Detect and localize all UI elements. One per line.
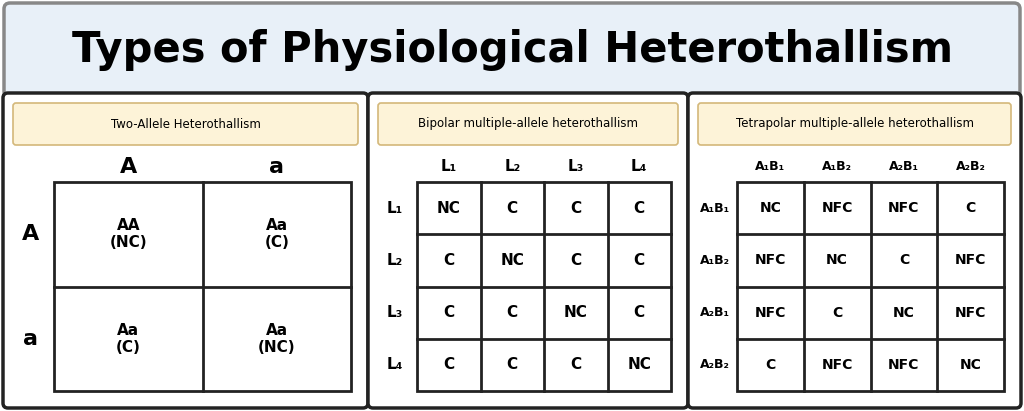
Text: NC: NC [959,358,982,372]
Text: NC: NC [893,306,914,320]
FancyBboxPatch shape [4,3,1020,97]
Text: NFC: NFC [955,306,986,320]
Text: C: C [507,358,518,372]
Text: NFC: NFC [821,201,853,215]
Text: Tetrapolar multiple-allele heterothallism: Tetrapolar multiple-allele heterothallis… [735,118,974,131]
Text: AA
(NC): AA (NC) [110,218,147,250]
Text: Types of Physiological Heterothallism: Types of Physiological Heterothallism [72,29,952,71]
Text: Aa
(C): Aa (C) [116,323,140,355]
Text: C: C [570,201,582,216]
FancyBboxPatch shape [378,103,678,145]
Text: NC: NC [564,305,588,320]
Text: NC: NC [501,253,524,268]
Text: L₄: L₄ [387,358,403,372]
FancyBboxPatch shape [3,93,368,408]
Text: C: C [634,305,645,320]
Text: C: C [570,358,582,372]
Text: NFC: NFC [888,358,920,372]
Text: A₂B₂: A₂B₂ [700,358,730,372]
Text: a: a [269,157,285,177]
Text: C: C [443,305,455,320]
Text: L₃: L₃ [387,305,403,320]
Text: Bipolar multiple-allele heterothallism: Bipolar multiple-allele heterothallism [418,118,638,131]
Text: A: A [120,157,137,177]
Text: NFC: NFC [821,358,853,372]
Text: C: C [507,305,518,320]
Text: C: C [634,201,645,216]
Text: A₂B₁: A₂B₁ [889,161,919,173]
Text: A₂B₁: A₂B₁ [700,306,730,319]
Bar [54,182,351,391]
Text: C: C [899,253,909,268]
Text: NFC: NFC [955,253,986,268]
Text: L₃: L₃ [567,159,584,175]
Text: C: C [507,201,518,216]
Text: L₂: L₂ [387,253,403,268]
Text: C: C [443,358,455,372]
Text: C: C [831,306,843,320]
FancyBboxPatch shape [698,103,1011,145]
Text: NC: NC [437,201,461,216]
Text: Two-Allele Heterothallism: Two-Allele Heterothallism [111,118,260,131]
Text: C: C [634,253,645,268]
Text: Aa
(NC): Aa (NC) [258,323,296,355]
Text: NFC: NFC [888,201,920,215]
Text: L₂: L₂ [504,159,520,175]
Bar [417,182,671,391]
Text: NFC: NFC [755,306,786,320]
Text: A: A [23,224,40,244]
Text: A₁B₁: A₁B₁ [756,161,785,173]
FancyBboxPatch shape [368,93,688,408]
Text: NC: NC [760,201,781,215]
Text: Aa
(C): Aa (C) [264,218,289,250]
FancyBboxPatch shape [688,93,1021,408]
Text: NC: NC [826,253,848,268]
Text: NC: NC [628,358,651,372]
Text: A₂B₂: A₂B₂ [955,161,985,173]
Text: C: C [765,358,775,372]
Text: C: C [570,253,582,268]
Text: L₁: L₁ [387,201,403,216]
Text: A₁B₁: A₁B₁ [700,202,730,215]
Text: L₄: L₄ [631,159,647,175]
Text: C: C [966,201,976,215]
Text: a: a [24,329,39,349]
Text: A₁B₂: A₁B₂ [822,161,852,173]
Text: NFC: NFC [755,253,786,268]
Text: C: C [443,253,455,268]
Bar [737,182,1004,391]
FancyBboxPatch shape [13,103,358,145]
Text: A₁B₂: A₁B₂ [700,254,730,267]
Text: L₁: L₁ [440,159,457,175]
